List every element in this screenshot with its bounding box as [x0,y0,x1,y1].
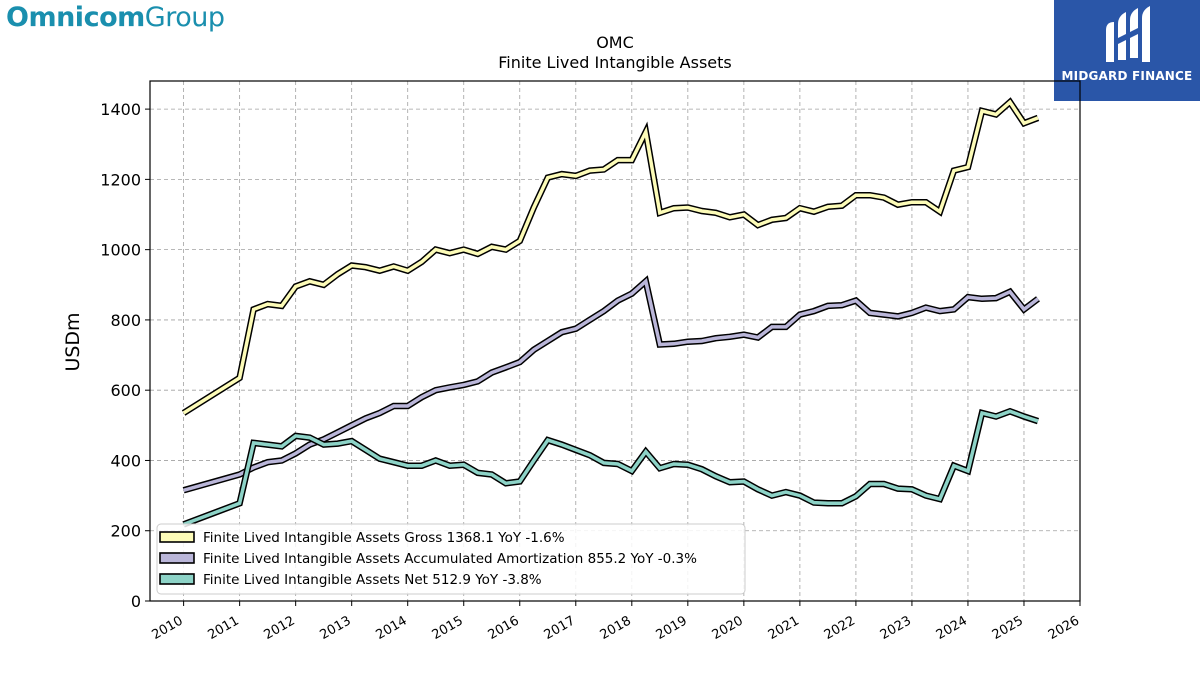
series-3-line [182,407,1040,528]
midgard-finance-logo: MIDGARD FINANCE [1054,0,1200,101]
x-tick-label: 2017 [542,613,578,643]
y-tick-label: 200 [110,522,141,541]
x-tick-label: 2012 [262,613,298,643]
series-stroke [182,409,1039,527]
series-stroke [183,278,1040,492]
y-tick-label: 0 [131,592,141,611]
y-tick-label: 600 [110,381,141,400]
x-tick-label: 2018 [598,613,634,643]
x-tick-label: 2011 [205,613,241,643]
legend-swatch [159,531,195,543]
x-tick-label: 2022 [822,613,858,643]
omnicom-group-logo: OmnicomGroup [6,2,225,33]
legend-box [156,523,746,595]
legend-swatch [159,573,195,585]
series-outline [181,97,1040,416]
y-tick-label: 1000 [100,241,141,260]
series-stroke [182,99,1039,415]
x-tick-label: 2024 [934,613,970,643]
x-tick-label: 2013 [318,613,354,643]
y-axis-label: USDm [62,312,84,371]
chart-subtitle: Finite Lived Intangible Assets [498,53,731,72]
legend-swatch [159,552,195,564]
group-logo-text: Group [144,2,225,33]
x-tick-label: 2016 [486,613,522,643]
y-tick-label: 800 [110,311,141,330]
y-tick-label: 400 [110,451,141,470]
x-tick-label: 2021 [766,613,802,643]
midgard-finance-text: MIDGARD FINANCE [1061,69,1193,83]
legend-label: Finite Lived Intangible Assets Gross 136… [203,530,565,546]
series-outline [182,407,1040,528]
midgard-m-logo-icon [1106,6,1150,62]
y-tick-label: 1200 [100,170,141,189]
x-tick-label: 2023 [878,613,914,643]
plot-frame [149,80,1081,602]
x-tick-label: 2015 [430,613,466,643]
series-group [181,97,1040,528]
x-tick-label: 2010 [149,613,185,643]
legend: Finite Lived Intangible Assets Gross 136… [156,523,746,595]
legend-label: Finite Lived Intangible Assets Accumulat… [203,551,697,567]
chart-title: OMC [596,33,634,52]
legend-label: Finite Lived Intangible Assets Net 512.9… [203,572,542,588]
x-tick-label: 2019 [654,613,690,643]
series-2-line [182,275,1040,494]
x-tick-label: 2026 [1046,613,1082,643]
x-tick-label: 2025 [990,613,1026,643]
series-1-line [181,97,1040,416]
x-tick-label: 2014 [374,613,410,643]
x-tick-label: 2020 [710,613,746,643]
y-tick-label: 1400 [100,100,141,119]
omnicom-logo-text: Omnicom [6,2,145,33]
